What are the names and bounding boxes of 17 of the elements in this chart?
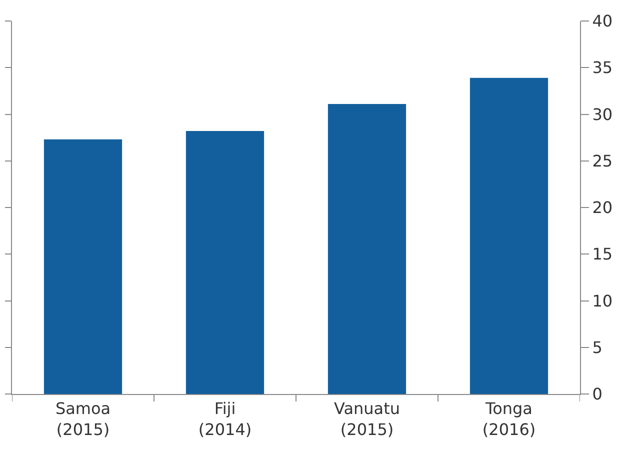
y-tick-label: 35 [592, 58, 613, 78]
bar [470, 78, 548, 394]
y-tick-label: 30 [592, 104, 613, 124]
x-tick-label: Tonga (2016) [482, 399, 536, 439]
x-tick-label: Samoa (2015) [55, 399, 111, 439]
y-tick-label: 5 [592, 338, 602, 357]
y-tick-label: 10 [592, 291, 613, 310]
y-tick-label: 40 [592, 12, 613, 31]
x-tick-label: Fiji (2014) [198, 399, 252, 439]
y-tick-label: 25 [592, 151, 613, 170]
bar [328, 104, 406, 394]
y-tick-label: 20 [592, 198, 613, 218]
x-tick-label: Vanuatu (2015) [334, 399, 400, 439]
y-tick-label: 0 [592, 384, 602, 404]
y-tick-label: 15 [592, 244, 613, 264]
bar [186, 131, 264, 394]
bar [44, 139, 122, 394]
